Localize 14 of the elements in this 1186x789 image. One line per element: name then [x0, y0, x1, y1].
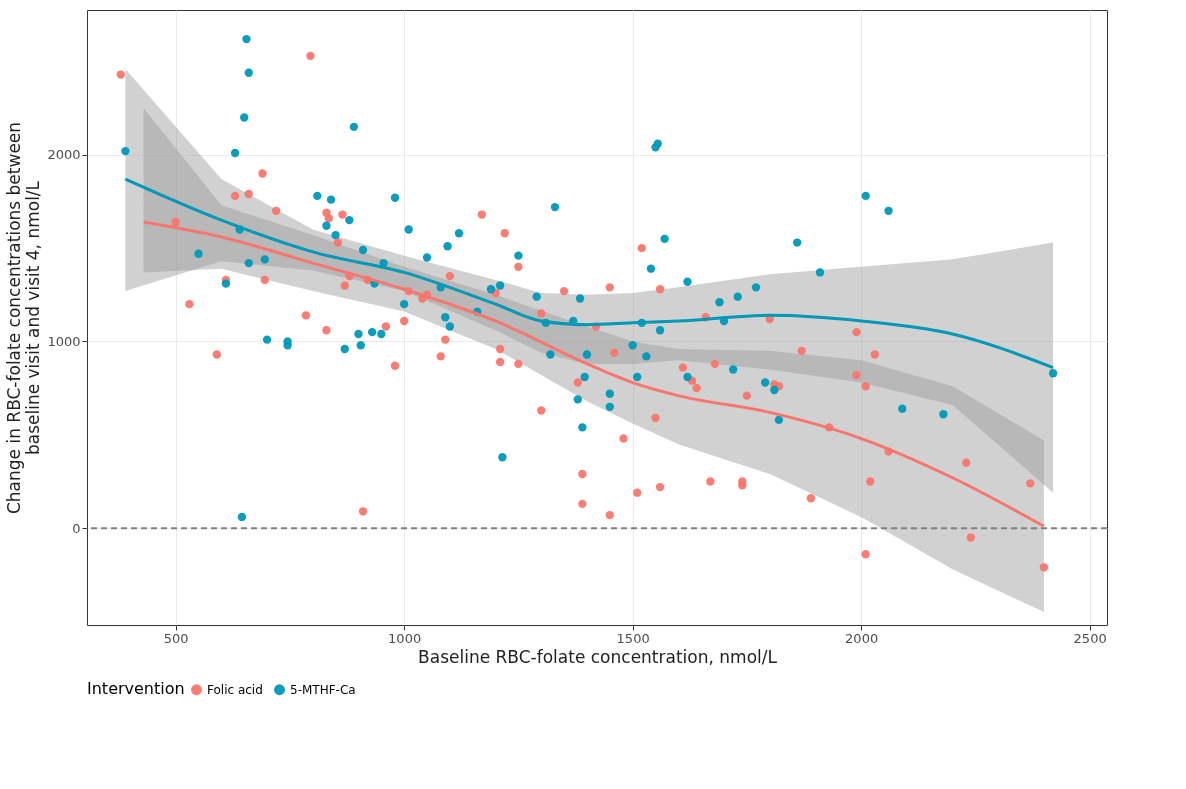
x-tick-label: 1000 [388, 630, 422, 646]
legend-label: 5-MTHF-Ca [290, 682, 356, 697]
x-tick-label: 2000 [845, 630, 879, 646]
line-series [142, 220, 1046, 528]
legend-label: Folic acid [207, 682, 263, 697]
y-tick-label: 2000 [47, 147, 81, 163]
x-tick-label: 500 [163, 630, 189, 646]
x-tick-label: 2500 [1073, 630, 1107, 646]
y-axis-title: Change in RBC-folate concentrations between baseline visit and visit 4, nmol/L [4, 121, 44, 515]
y-tick-label: 1000 [47, 333, 81, 349]
y-tick-label: 0 [72, 520, 81, 536]
legend-title: Intervention [87, 679, 185, 698]
x-tick-label: 1500 [616, 630, 650, 646]
x-axis-title: Baseline RBC-folate concentration, nmol/L [418, 646, 778, 667]
